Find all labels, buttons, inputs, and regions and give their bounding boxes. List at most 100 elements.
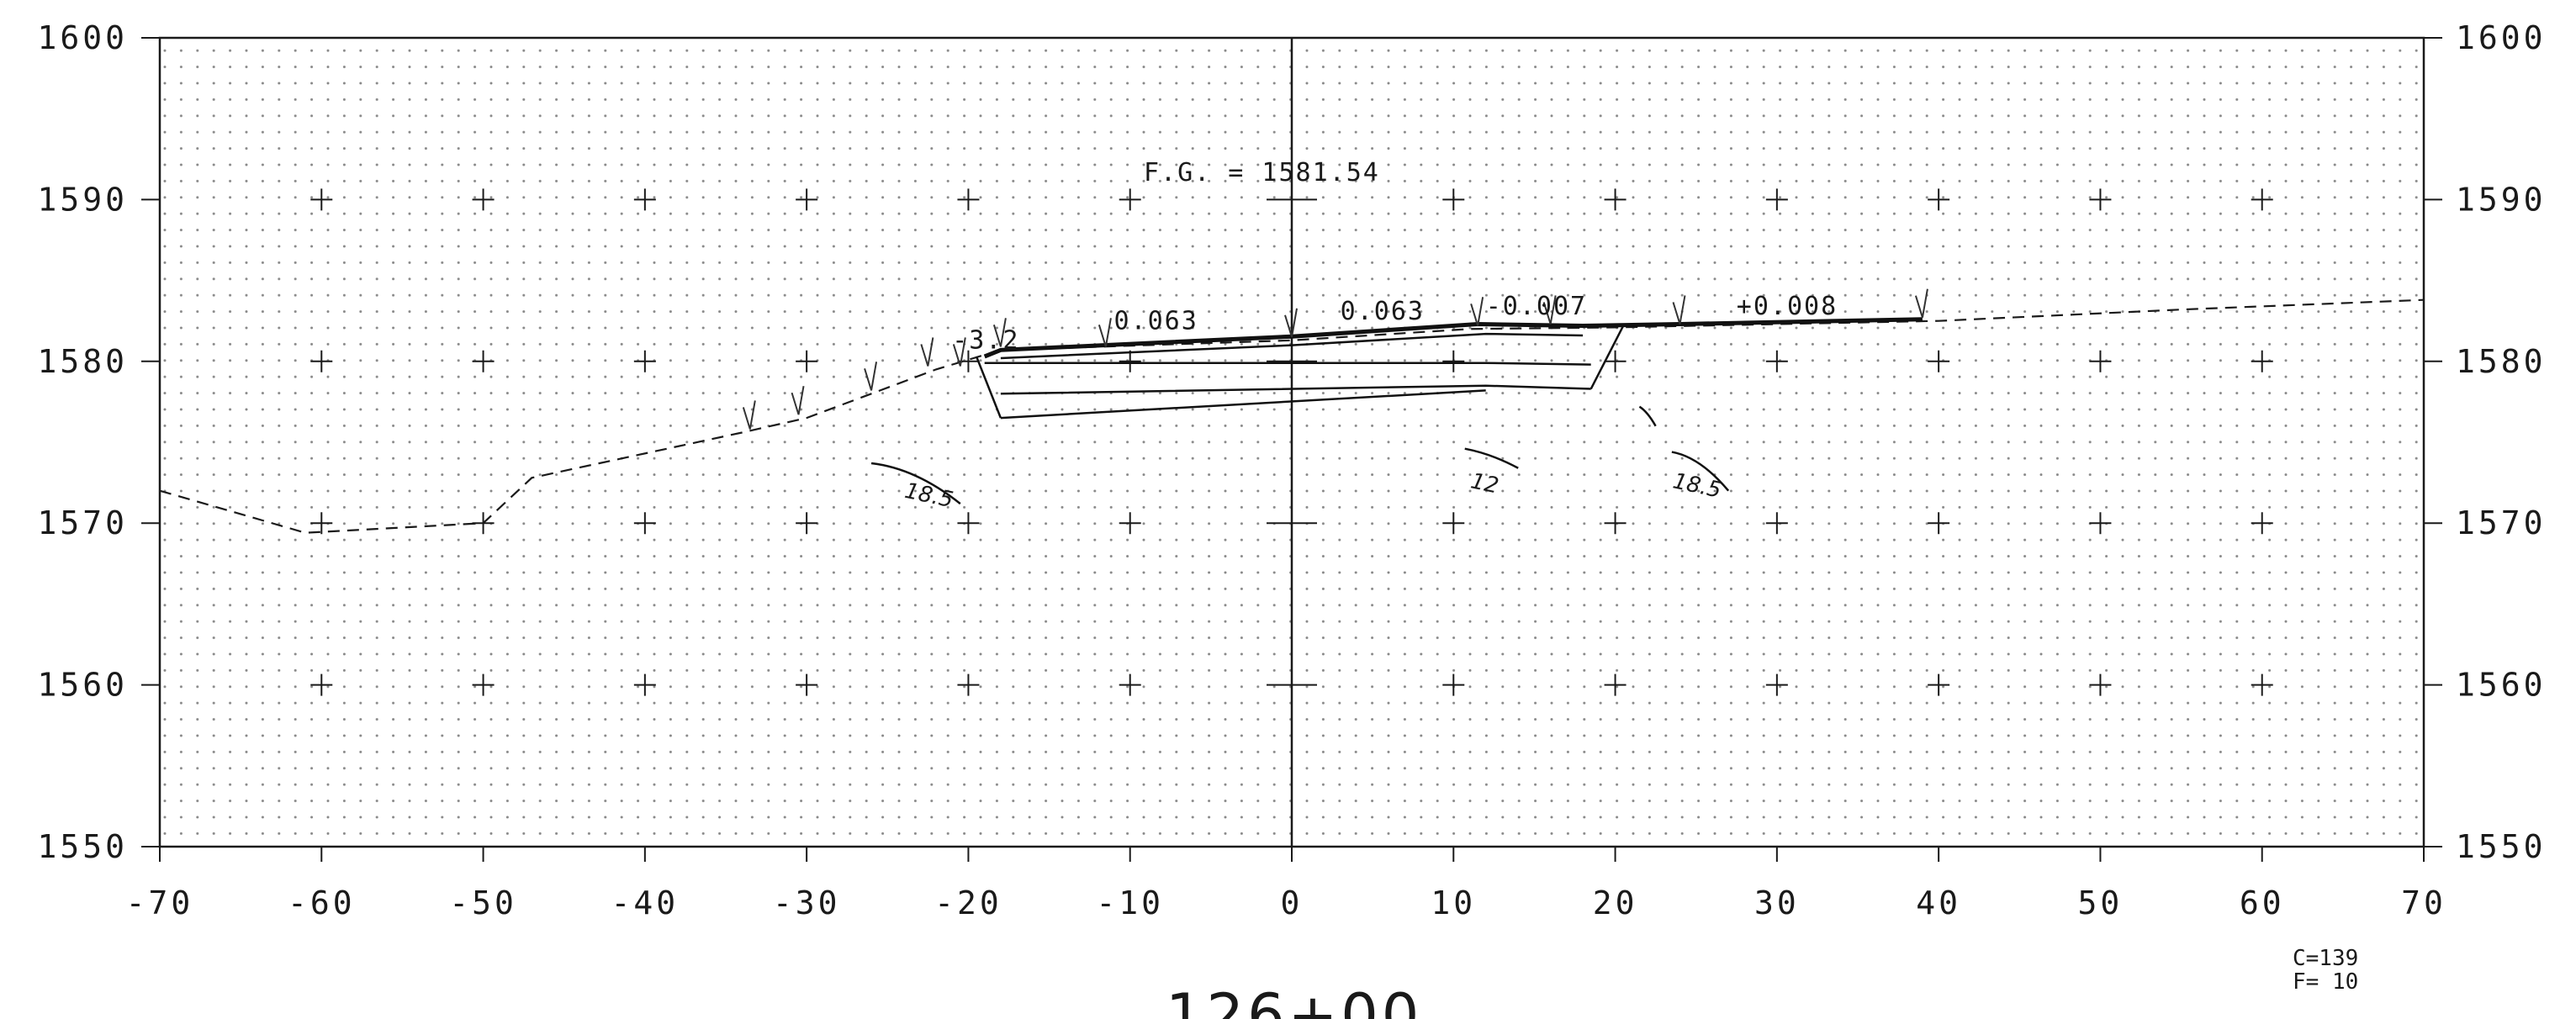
y-tick-label-left: 1550: [37, 828, 128, 865]
grid-cross: [1442, 512, 1465, 535]
x-tick-label: 50: [2078, 884, 2124, 921]
grid-cross: [1119, 673, 1141, 696]
x-tick-label: 70: [2401, 884, 2446, 921]
x-tick-label: 10: [1431, 884, 1476, 921]
subgrade-mid-line: [984, 362, 1591, 366]
x-tick-label: -30: [773, 884, 841, 921]
slope-annotation: 0.063: [1113, 306, 1198, 335]
section-side-slopes: [975, 325, 1625, 419]
handwritten-arcs: [870, 405, 1730, 505]
grid-cross: [310, 673, 333, 696]
check-marks: [742, 288, 1928, 430]
grid-cross: [472, 673, 495, 696]
grid-cross: [1119, 512, 1141, 535]
y-tick-label-left: 1580: [37, 343, 128, 380]
grid-cross: [2089, 673, 2112, 696]
y-tick-label-left: 1600: [37, 19, 128, 56]
x-tick-label: -60: [288, 884, 356, 921]
handwritten-arc: [1638, 405, 1657, 427]
x-tick-label: -10: [1096, 884, 1164, 921]
y-tick-label-left: 1590: [37, 181, 128, 218]
elevation-check-mark: [1672, 295, 1686, 325]
x-tick-label: -20: [934, 884, 1002, 921]
station-label: 126+00: [1166, 981, 1422, 1019]
subgrade-bottom-line: [1000, 384, 1591, 395]
grid-cross: [1604, 673, 1627, 696]
y-tick-label-right: 1560: [2456, 667, 2547, 704]
y-tick-label-right: 1580: [2456, 343, 2547, 380]
handwritten-arc: [870, 462, 961, 505]
y-tick-label-right: 1570: [2456, 504, 2547, 541]
y-tick-label-right: 1600: [2456, 19, 2547, 56]
slope-annotation: -3.2: [952, 325, 1019, 355]
fill-value: F= 10: [2293, 969, 2358, 995]
elevation-check-mark: [864, 362, 878, 391]
grid-cross: [1928, 188, 1950, 211]
handwritten-arc: [1464, 447, 1519, 469]
elevation-check-mark: [920, 337, 934, 367]
section-geometry: [159, 288, 2425, 534]
grid-cross: [633, 350, 656, 372]
x-tick-label: 40: [1916, 884, 1961, 921]
grid-cross: [796, 188, 818, 211]
grid-cross: [472, 188, 495, 211]
grid-cross: [796, 512, 818, 535]
y-tick-label-left: 1570: [37, 504, 128, 541]
y-axis-ticks: 1600 1600 1590 1590 1580 1580 1570 1570 1560 1560…: [37, 19, 2547, 865]
plot-area: -70 -60 -50 -40 -30 -20 -10 0 10 20 30 40 50 60 70 160…: [37, 19, 2547, 921]
x-tick-label: -70: [126, 884, 194, 921]
elevation-check-mark: [1542, 295, 1557, 325]
grid-cross: [310, 512, 333, 535]
grid-cross: [1442, 188, 1465, 211]
grid-cross: [2251, 188, 2273, 211]
grid-cross: [1765, 673, 1788, 696]
grid-cross: [1442, 350, 1465, 372]
grid-cross: [2089, 350, 2112, 372]
grid-cross: [310, 188, 333, 211]
grid-cross: [796, 673, 818, 696]
grid-cross: [1765, 350, 1788, 372]
x-tick-label: 20: [1593, 884, 1638, 921]
x-tick-label: -50: [449, 884, 517, 921]
y-tick-label-left: 1560: [37, 667, 128, 704]
elevation-check-mark: [1470, 297, 1484, 326]
grid-cross: [1604, 512, 1627, 535]
elevation-check-mark: [1098, 318, 1112, 347]
grid-cross: [2251, 673, 2273, 696]
grid-cross: [2251, 350, 2273, 372]
elevation-check-mark: [1284, 308, 1298, 338]
elevation-check-mark: [992, 318, 1007, 347]
grid-cross: [1119, 350, 1141, 372]
grid-cross: [2251, 512, 2273, 535]
elevation-check-mark: [742, 400, 756, 430]
x-tick-label: -40: [611, 884, 680, 921]
x-axis-ticks: -70 -60 -50 -40 -30 -20 -10 0 10 20 30 40 50 60 70: [126, 847, 2446, 921]
elevation-check-mark: [1914, 288, 1928, 318]
subgrade-base-line: [1000, 389, 1486, 420]
slope-annotation: 0.063: [1341, 297, 1425, 326]
elevation-check-mark: [952, 337, 966, 367]
grid-cross: [1765, 188, 1788, 211]
y-tick-label-right: 1550: [2456, 828, 2547, 865]
grid-cross: [1928, 673, 1950, 696]
grid-cross: [957, 673, 980, 696]
grid-cross: [472, 350, 495, 372]
grid-cross: [2089, 188, 2112, 211]
handwritten-arc: [1671, 451, 1730, 492]
handwritten-note: 12: [1468, 468, 1501, 499]
grid-cross: [957, 188, 980, 211]
slope-annotation: +0.008: [1737, 292, 1838, 321]
elevation-check-mark: [791, 385, 805, 415]
grid-cross: [1765, 512, 1788, 535]
grid-cross: [796, 350, 818, 372]
grid-crosses: [310, 188, 2273, 696]
finished-grade-label: F.G. = 1581.54: [1144, 158, 1380, 187]
grid-cross: [1442, 673, 1465, 696]
subgrade-top-line: [1000, 332, 1584, 360]
slope-annotation: -0.007: [1486, 292, 1587, 321]
grid-cross: [633, 188, 656, 211]
grid-cross: [1604, 188, 1627, 211]
grid-cross: [633, 673, 656, 696]
grid-cross: [1928, 350, 1950, 372]
